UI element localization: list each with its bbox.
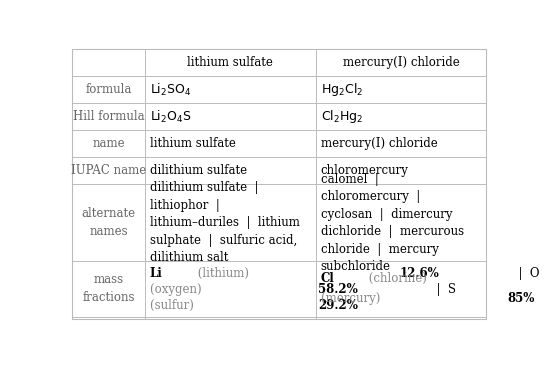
Text: (oxygen): (oxygen): [150, 284, 205, 296]
Text: (chlorine): (chlorine): [365, 272, 431, 285]
Text: (sulfur): (sulfur): [150, 299, 197, 312]
Text: dilithium sulfate  |
lithiophor  |
lithium–duriles  |  lithium
sulphate  |  sulf: dilithium sulfate | lithiophor | lithium…: [150, 181, 300, 264]
Text: 85%: 85%: [507, 292, 535, 306]
Text: |  S: | S: [429, 284, 456, 296]
Text: mercury(I) chloride: mercury(I) chloride: [320, 137, 437, 150]
Text: $\mathrm{Hg_2Cl_2}$: $\mathrm{Hg_2Cl_2}$: [320, 81, 363, 99]
Text: calomel  |
chloromercury  |
cyclosan  |  dimercury
dichloride  |  mercurous
chlo: calomel | chloromercury | cyclosan | dim…: [320, 173, 464, 273]
Text: $\mathrm{Li_2O_4S}$: $\mathrm{Li_2O_4S}$: [150, 109, 191, 125]
Text: name: name: [92, 137, 125, 150]
Text: 58.2%: 58.2%: [318, 284, 358, 296]
Text: formula: formula: [86, 83, 132, 96]
Text: alternate
names: alternate names: [82, 207, 136, 238]
Text: $\mathrm{Cl_2Hg_2}$: $\mathrm{Cl_2Hg_2}$: [320, 108, 363, 125]
Text: dilithium sulfate: dilithium sulfate: [150, 164, 247, 177]
Text: mass
fractions: mass fractions: [82, 273, 135, 304]
Text: Cl: Cl: [320, 272, 334, 285]
Text: IUPAC name: IUPAC name: [71, 164, 146, 177]
Text: lithium sulfate: lithium sulfate: [150, 137, 236, 150]
Text: (lithium): (lithium): [195, 267, 253, 280]
Text: (mercury): (mercury): [320, 292, 384, 306]
Text: chloromercury: chloromercury: [320, 164, 408, 177]
Text: 29.2%: 29.2%: [318, 299, 358, 312]
Text: lithium sulfate: lithium sulfate: [187, 57, 273, 69]
Text: Li: Li: [150, 267, 163, 280]
Text: |  O: | O: [511, 267, 540, 280]
Text: $\mathrm{Li_2SO_4}$: $\mathrm{Li_2SO_4}$: [150, 82, 191, 98]
Text: 12.6%: 12.6%: [399, 267, 439, 280]
Text: Hill formula: Hill formula: [72, 110, 144, 123]
Text: mercury(I) chloride: mercury(I) chloride: [342, 57, 459, 69]
